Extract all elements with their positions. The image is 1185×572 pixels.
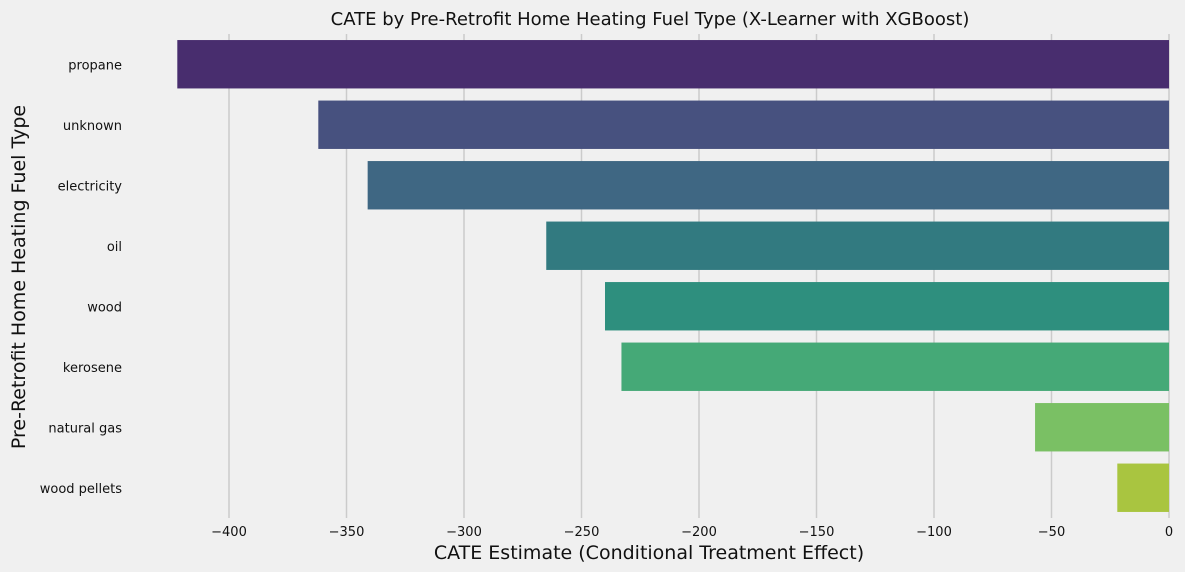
x-tick-label: −100 bbox=[916, 525, 952, 540]
chart-title: CATE by Pre-Retrofit Home Heating Fuel T… bbox=[331, 9, 970, 30]
category-label: electricity bbox=[58, 179, 123, 194]
x-tick-label: 0 bbox=[1165, 525, 1173, 540]
bars bbox=[177, 40, 1170, 512]
x-tick-labels: −400 −350 −300 −250 −200 −150 −100 −50 0 bbox=[211, 525, 1173, 540]
x-tick-label: −50 bbox=[1038, 525, 1065, 540]
bar-natural-gas bbox=[1035, 403, 1169, 452]
bar-wood-pellets bbox=[1117, 463, 1169, 512]
x-tick-label: −300 bbox=[446, 525, 482, 540]
x-tick-label: −350 bbox=[329, 525, 365, 540]
category-labels: propane unknown electricity oil wood kerosene… bbox=[40, 58, 123, 497]
category-label: natural gas bbox=[48, 421, 122, 436]
category-label: oil bbox=[107, 240, 122, 255]
y-axis-label: Pre-Retrofit Home Heating Fuel Type bbox=[8, 105, 30, 449]
category-label: wood pellets bbox=[40, 482, 122, 497]
bar-electricity bbox=[367, 161, 1169, 210]
x-tick-label: −400 bbox=[211, 525, 247, 540]
category-label: kerosene bbox=[63, 361, 122, 376]
category-label: unknown bbox=[63, 119, 122, 134]
x-tick-label: −250 bbox=[564, 525, 600, 540]
bar-oil bbox=[546, 221, 1169, 270]
category-label: wood bbox=[87, 300, 122, 315]
x-tick-label: −200 bbox=[681, 525, 717, 540]
bar-kerosene bbox=[621, 342, 1169, 391]
bar-propane bbox=[177, 40, 1170, 89]
bar-wood bbox=[605, 282, 1169, 331]
x-axis-label: CATE Estimate (Conditional Treatment Eff… bbox=[434, 542, 864, 564]
category-label: propane bbox=[68, 58, 122, 73]
bar-unknown bbox=[318, 100, 1169, 149]
x-tick-label: −150 bbox=[799, 525, 835, 540]
